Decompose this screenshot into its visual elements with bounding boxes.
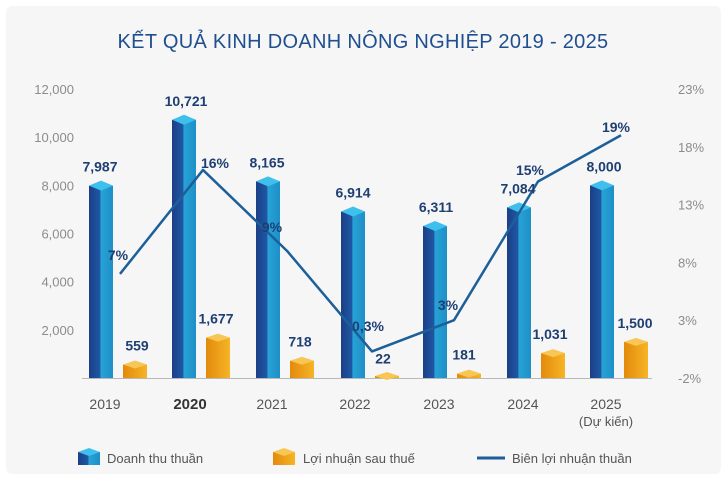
x-tick-sublabel: (Dự kiến) <box>579 414 633 429</box>
x-tick-label: 2024 <box>507 396 538 412</box>
margin-data-label: 19% <box>602 119 631 135</box>
margin-data-label: 16% <box>201 155 230 171</box>
profit-bar <box>206 337 230 378</box>
profit-bar-top <box>541 349 565 358</box>
margin-data-label: 9% <box>262 219 283 235</box>
legend-profit-swatch <box>273 452 295 465</box>
margin-data-label: 3% <box>438 297 459 313</box>
y-left-tick: 6,000 <box>41 227 74 242</box>
revenue-bar-top <box>341 206 365 217</box>
legend-revenue-swatch <box>78 452 100 465</box>
y-right-tick: 3% <box>678 313 697 328</box>
revenue-data-label: 8,000 <box>586 158 621 174</box>
profit-bar-top <box>624 337 648 346</box>
margin-line <box>119 134 622 353</box>
y-left-tick: 4,000 <box>41 275 74 290</box>
revenue-bar-top <box>256 176 280 187</box>
profit-bar <box>290 360 314 378</box>
profit-data-label: 1,500 <box>617 315 652 331</box>
revenue-bar <box>172 119 196 378</box>
profit-bar <box>123 364 147 378</box>
x-tick-label: 2022 <box>339 396 370 412</box>
profit-data-label: 718 <box>288 334 312 350</box>
margin-data-label: 7% <box>108 247 129 263</box>
legend-profit-label: Lợi nhuận sau thuế <box>303 451 416 466</box>
revenue-bar-top <box>590 180 614 191</box>
y-right-tick: -2% <box>678 371 702 386</box>
x-tick-label: 2019 <box>89 396 120 412</box>
x-tick-label: 2020 <box>173 396 206 413</box>
revenue-data-label: 7,987 <box>82 159 117 175</box>
y-right-tick: 18% <box>678 140 704 155</box>
profit-data-label: 181 <box>452 347 476 363</box>
y-right-tick: 8% <box>678 255 697 270</box>
revenue-bar <box>89 185 113 378</box>
legend-revenue-label: Doanh thu thuần <box>107 451 203 466</box>
y-left-tick: 2,000 <box>41 323 74 338</box>
profit-bar <box>624 341 648 378</box>
legend-profit-swatch-top <box>273 448 295 456</box>
profit-data-label: 1,031 <box>532 326 567 342</box>
y-left-tick: 8,000 <box>41 178 74 193</box>
profit-bar-top <box>457 369 481 378</box>
chart-title: KẾT QUẢ KINH DOANH NÔNG NGHIỆP 2019 - 20… <box>118 30 609 53</box>
x-tick-label: 2025 <box>590 396 621 412</box>
revenue-bar <box>423 226 447 378</box>
y-left-tick: 12,000 <box>34 82 74 97</box>
margin-data-label: 15% <box>516 162 545 178</box>
profit-bar-top <box>123 360 147 369</box>
revenue-bar-top <box>423 221 447 232</box>
y-left-tick: 10,000 <box>34 130 74 145</box>
profit-data-label: 1,677 <box>198 311 233 327</box>
y-right-tick: 13% <box>678 198 704 213</box>
profit-bar-top <box>206 333 230 342</box>
revenue-bar <box>341 211 365 378</box>
profit-data-label: 22 <box>375 350 391 366</box>
profit-bar-top <box>290 356 314 365</box>
x-tick-label: 2021 <box>256 396 287 412</box>
revenue-bar <box>590 185 614 378</box>
revenue-data-label: 7,084 <box>500 180 535 196</box>
profit-bar-top <box>375 372 399 380</box>
profit-data-label: 559 <box>125 338 149 354</box>
revenue-data-label: 8,165 <box>249 154 284 170</box>
revenue-data-label: 6,914 <box>335 184 370 200</box>
margin-data-label: 0,3% <box>352 318 384 334</box>
revenue-data-label: 10,721 <box>165 93 208 109</box>
revenue-bar-top <box>89 180 113 191</box>
revenue-data-label: 6,311 <box>419 199 453 215</box>
profit-bar <box>541 353 565 378</box>
revenue-bar-top <box>172 114 196 125</box>
legend-margin-label: Biên lợi nhuận thuần <box>512 451 632 466</box>
revenue-bar <box>256 181 280 378</box>
legend-revenue-swatch-top <box>78 448 100 456</box>
x-tick-label: 2023 <box>423 396 454 412</box>
revenue-bar <box>507 207 531 378</box>
y-right-tick: 23% <box>678 82 704 97</box>
